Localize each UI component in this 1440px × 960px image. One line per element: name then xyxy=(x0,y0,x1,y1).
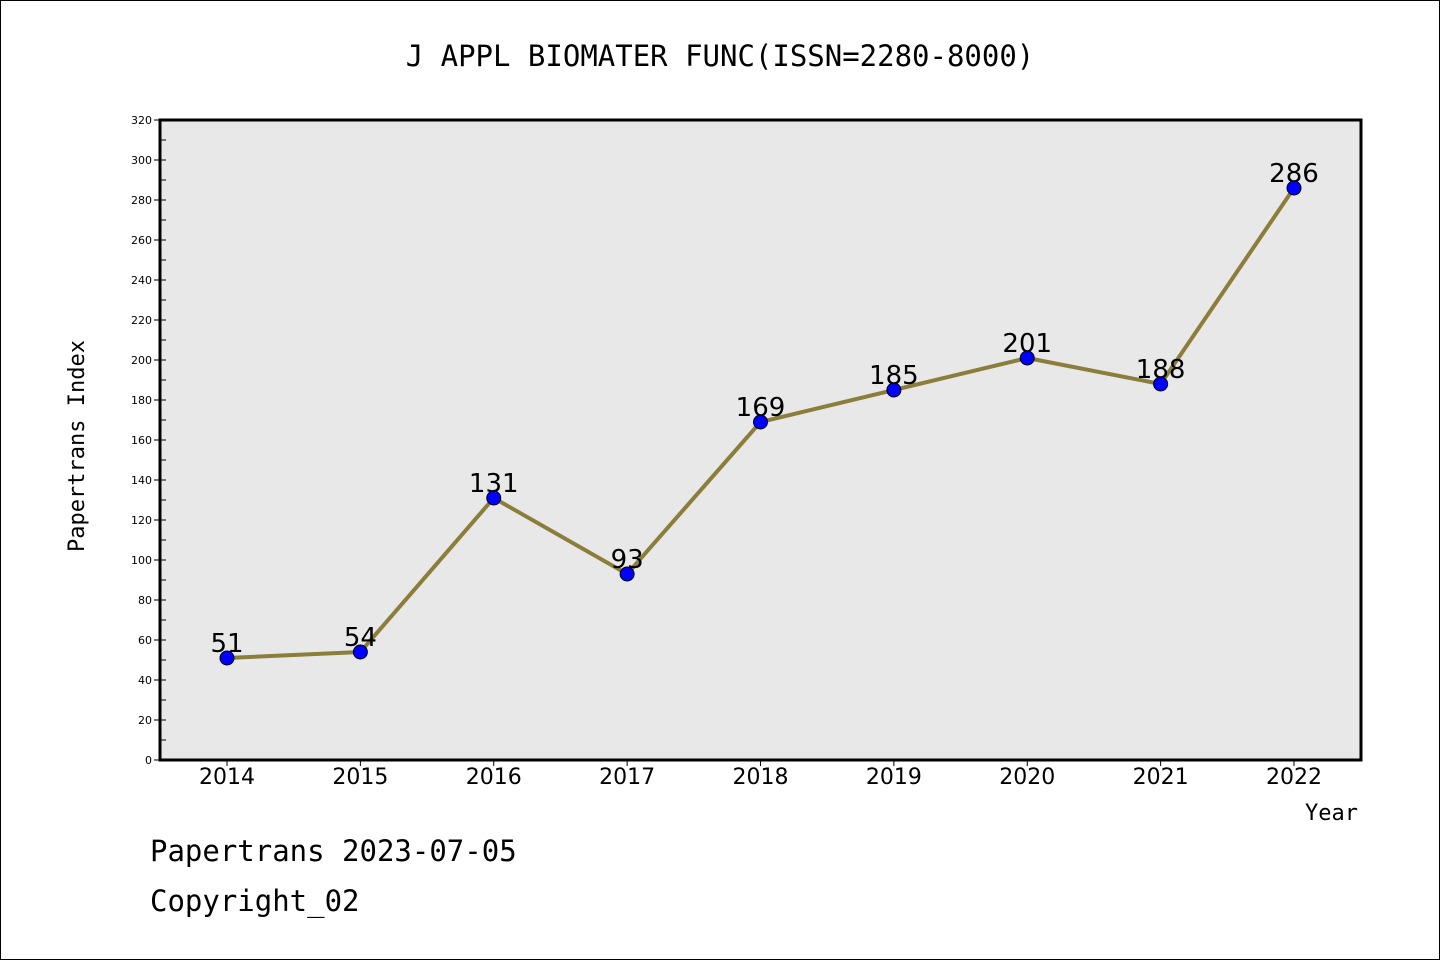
data-label: 54 xyxy=(344,623,377,653)
y-tick-label: 240 xyxy=(131,274,152,287)
y-axis: 0 20 40 60 80 100 120 140 160 180 200 220 240 260 280 3… xyxy=(131,114,166,767)
x-tick-label: 2017 xyxy=(599,765,655,790)
data-label: 188 xyxy=(1136,355,1186,385)
plot-area xyxy=(158,118,1363,762)
data-point xyxy=(1286,180,1302,196)
data-point xyxy=(1019,350,1035,366)
data-label: 286 xyxy=(1269,159,1319,189)
y-tick-label: 180 xyxy=(131,394,152,407)
data-point xyxy=(1153,376,1169,392)
x-tick-label: 2018 xyxy=(733,765,789,790)
y-axis-label: Papertrans Index xyxy=(65,340,90,552)
y-tick-label: 80 xyxy=(138,594,152,607)
y-tick-label: 280 xyxy=(131,194,152,207)
y-tick-label: 220 xyxy=(131,314,152,327)
data-point xyxy=(486,490,502,506)
data-point xyxy=(219,650,235,666)
y-tick-label: 140 xyxy=(131,474,152,487)
y-tick-label: 60 xyxy=(138,634,152,647)
y-tick-label: 320 xyxy=(131,114,152,127)
data-label: 201 xyxy=(1002,329,1052,359)
data-label: 185 xyxy=(869,361,919,391)
data-point xyxy=(352,644,368,660)
x-axis: 2014 2015 2016 2017 2018 2019 2020 2021 2022 xyxy=(199,760,1322,790)
data-point xyxy=(753,414,768,430)
y-tick-label: 0 xyxy=(145,754,152,767)
x-tick-label: 2019 xyxy=(866,765,922,790)
x-tick-label: 2016 xyxy=(466,765,522,790)
y-tick-label: 120 xyxy=(131,514,152,527)
y-tick-label: 100 xyxy=(131,554,152,567)
data-point xyxy=(886,382,902,398)
data-point xyxy=(619,566,635,582)
x-tick-label: 2015 xyxy=(332,765,388,790)
y-tick-label: 300 xyxy=(131,154,152,167)
y-tick-label: 20 xyxy=(138,714,152,727)
y-tick-label: 200 xyxy=(131,354,152,367)
data-label: 51 xyxy=(210,629,243,659)
data-label: 131 xyxy=(469,469,519,499)
x-tick-label: 2021 xyxy=(1133,765,1189,790)
chart-title: J APPL BIOMATER FUNC(ISSN=2280-8000) xyxy=(406,39,1035,73)
data-label: 169 xyxy=(736,393,786,423)
data-label: 93 xyxy=(611,545,644,575)
series-layer: 51 54 131 93 169 185 201 188 286 xyxy=(210,159,1319,666)
footer-copyright: Copyright_02 xyxy=(150,884,360,918)
y-tick-label: 40 xyxy=(138,674,152,687)
x-tick-label: 2020 xyxy=(999,765,1055,790)
x-tick-label: 2014 xyxy=(199,765,255,790)
x-axis-label: Year xyxy=(1305,801,1358,826)
y-tick-label: 160 xyxy=(131,434,152,447)
footer-date: Papertrans 2023-07-05 xyxy=(150,834,517,868)
x-tick-label: 2022 xyxy=(1266,765,1322,790)
y-tick-label: 260 xyxy=(131,234,152,247)
